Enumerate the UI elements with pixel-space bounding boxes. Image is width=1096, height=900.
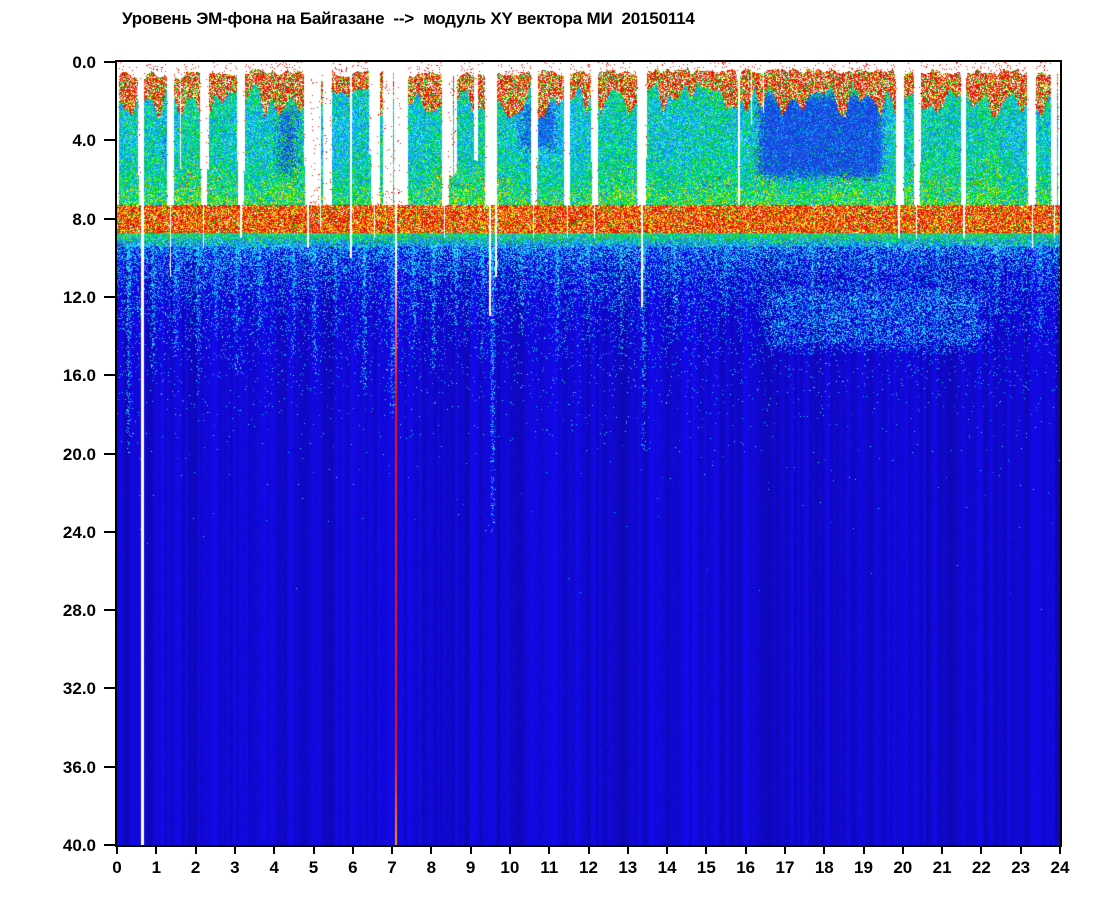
x-axis-tick	[901, 845, 904, 854]
x-axis-tick	[626, 845, 629, 854]
y-axis-tick	[104, 452, 115, 455]
y-tick-label: 20.0	[62, 444, 96, 464]
x-tick-label: 15	[696, 858, 716, 877]
x-axis-tick	[784, 845, 786, 854]
x-tick-label: 12	[579, 858, 598, 877]
x-axis-tick	[666, 845, 669, 854]
x-tick-label: 8	[426, 858, 437, 877]
x-axis-tick	[587, 845, 590, 854]
y-axis-tick	[104, 295, 115, 298]
x-axis-tick	[508, 845, 511, 854]
y-tick-label: 28.0	[62, 601, 96, 621]
x-axis-tick	[116, 845, 118, 854]
y-tick-label: 40.0	[62, 836, 96, 855]
x-axis-tick	[941, 845, 944, 854]
y-tick-label: 12.0	[62, 287, 96, 307]
x-tick-label: 7	[387, 858, 397, 877]
x-axis-tick	[391, 845, 393, 854]
y-tick-label: 32.0	[62, 679, 96, 699]
x-axis-tick	[469, 845, 472, 854]
x-tick-label: 11	[540, 858, 559, 877]
x-axis-tick	[823, 845, 826, 854]
x-axis-tick	[155, 845, 158, 854]
y-axis-tick	[104, 609, 115, 612]
y-tick-label: 8.0	[72, 209, 96, 229]
y-tick-label: 16.0	[62, 366, 96, 386]
x-axis-tick	[744, 845, 747, 854]
x-tick-label: 20	[893, 858, 913, 877]
y-axis-tick	[104, 844, 115, 846]
x-tick-label: 9	[465, 858, 476, 877]
y-tick-label: 24.0	[62, 522, 96, 542]
x-tick-label: 13	[618, 858, 638, 877]
x-tick-label: 21	[932, 858, 952, 877]
x-tick-label: 22	[971, 858, 991, 877]
x-axis-tick	[980, 845, 983, 854]
x-tick-label: 5	[308, 858, 319, 877]
spectrogram-canvas	[117, 62, 1060, 845]
x-tick-label: 16	[736, 858, 756, 877]
x-axis-tick	[862, 845, 865, 854]
y-axis-tick	[104, 374, 115, 377]
y-axis-tick	[104, 530, 115, 533]
x-tick-label: 14	[657, 858, 677, 877]
x-tick-label: 24	[1050, 858, 1070, 877]
x-axis-tick	[1019, 845, 1022, 854]
y-tick-label: 0.0	[72, 53, 96, 72]
x-axis-tick	[351, 845, 354, 854]
y-tick-label: 4.0	[72, 131, 96, 151]
x-axis-tick	[233, 845, 236, 854]
plot-frame	[115, 60, 1062, 847]
y-axis-tick	[104, 217, 115, 220]
chart-title: Уровень ЭМ-фона на Байгазане --> модуль …	[122, 9, 695, 28]
x-tick-label: 17	[775, 858, 795, 877]
x-axis-tick	[705, 845, 708, 854]
x-tick-label: 4	[269, 858, 279, 877]
y-axis-tick	[104, 765, 115, 768]
x-axis-tick	[430, 845, 433, 854]
x-axis-tick	[548, 845, 551, 854]
y-axis-tick	[104, 139, 115, 142]
y-axis-tick	[104, 61, 115, 63]
x-axis-tick	[273, 845, 276, 854]
x-axis-tick	[1059, 845, 1061, 854]
x-tick-label: 18	[814, 858, 834, 877]
x-tick-label: 19	[854, 858, 873, 877]
x-tick-label: 3	[230, 858, 240, 877]
x-axis-tick	[194, 845, 197, 854]
x-tick-label: 6	[348, 858, 358, 877]
x-tick-label: 23	[1011, 858, 1031, 877]
y-axis-tick	[104, 687, 115, 690]
x-tick-label: 10	[500, 858, 520, 877]
x-tick-label: 2	[190, 858, 201, 877]
x-tick-label: 1	[151, 858, 162, 877]
x-axis-tick	[312, 845, 315, 854]
x-tick-label: 0	[112, 858, 122, 877]
y-tick-label: 36.0	[62, 757, 96, 777]
